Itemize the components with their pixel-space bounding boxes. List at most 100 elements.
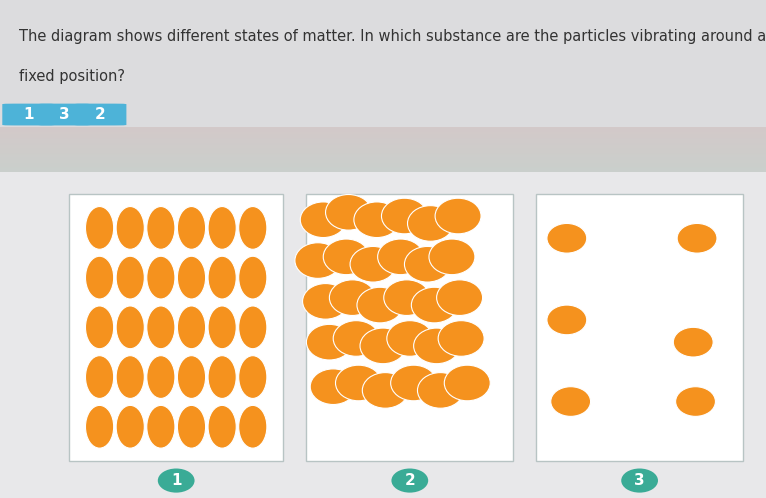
Bar [0,169,766,170]
Ellipse shape [384,280,430,315]
Ellipse shape [116,356,144,398]
Ellipse shape [547,305,587,335]
Ellipse shape [438,321,484,356]
Bar [0,179,766,180]
Bar [0,153,766,154]
Bar [0,160,766,161]
Ellipse shape [239,207,267,249]
Bar [0,166,766,167]
Bar [0,155,766,156]
Text: 3: 3 [634,473,645,488]
Bar [0,151,766,152]
Ellipse shape [378,239,424,275]
Ellipse shape [86,306,113,349]
Bar [0,154,766,155]
Bar [0,173,766,174]
Ellipse shape [437,280,483,315]
Ellipse shape [350,247,396,282]
Text: fixed position?: fixed position? [19,69,125,85]
Ellipse shape [208,405,236,448]
Ellipse shape [621,469,658,493]
Ellipse shape [547,224,587,253]
Ellipse shape [147,306,175,349]
Ellipse shape [336,365,381,401]
Ellipse shape [677,224,717,253]
Ellipse shape [239,306,267,349]
Ellipse shape [208,207,236,249]
Ellipse shape [408,206,453,241]
Bar [0,172,766,173]
Ellipse shape [116,256,144,299]
Bar [0,146,766,147]
Ellipse shape [391,365,437,401]
Ellipse shape [411,287,457,323]
Bar [0,162,766,163]
Ellipse shape [147,356,175,398]
Ellipse shape [360,328,406,364]
Ellipse shape [178,356,205,398]
Ellipse shape [116,306,144,349]
Bar [0,141,766,142]
Bar [0,133,766,134]
Bar [0,138,766,139]
FancyBboxPatch shape [0,171,766,498]
Ellipse shape [86,256,113,299]
FancyBboxPatch shape [306,194,513,461]
Bar [0,161,766,162]
Ellipse shape [86,356,113,398]
Bar [0,164,766,165]
Bar [0,127,766,128]
Ellipse shape [86,207,113,249]
Ellipse shape [391,469,428,493]
Ellipse shape [208,256,236,299]
Bar [0,144,766,145]
Ellipse shape [354,202,400,238]
Bar [0,150,766,151]
Ellipse shape [116,207,144,249]
Bar [0,132,766,133]
FancyBboxPatch shape [69,194,283,461]
Bar [0,142,766,143]
Bar [0,157,766,158]
Ellipse shape [323,239,369,275]
Ellipse shape [381,198,427,234]
Ellipse shape [147,405,175,448]
Ellipse shape [326,195,372,230]
Ellipse shape [362,373,408,408]
Bar [0,134,766,135]
Bar [0,167,766,168]
Ellipse shape [147,256,175,299]
Bar [0,137,766,138]
Text: 3: 3 [59,107,70,122]
Ellipse shape [158,469,195,493]
Ellipse shape [303,283,349,319]
Ellipse shape [306,324,352,360]
Ellipse shape [329,280,375,315]
Ellipse shape [239,356,267,398]
Text: 1: 1 [171,473,182,488]
Bar [0,171,766,172]
Ellipse shape [178,306,205,349]
Bar [0,159,766,160]
Ellipse shape [239,256,267,299]
Text: The diagram shows different states of matter. In which substance are the particl: The diagram shows different states of ma… [19,28,766,44]
Bar [0,178,766,179]
FancyBboxPatch shape [2,104,54,125]
Ellipse shape [178,207,205,249]
Text: 2: 2 [95,107,106,122]
Ellipse shape [333,321,379,356]
Bar [0,145,766,146]
Bar [0,149,766,150]
Bar [0,180,766,181]
Ellipse shape [300,202,346,238]
Ellipse shape [295,243,341,278]
Ellipse shape [444,365,490,401]
Bar [0,129,766,130]
Bar [0,131,766,132]
Ellipse shape [116,405,144,448]
Bar [0,152,766,153]
Text: 2: 2 [404,473,415,488]
Bar [0,181,766,182]
Ellipse shape [551,386,591,416]
Bar [0,174,766,175]
